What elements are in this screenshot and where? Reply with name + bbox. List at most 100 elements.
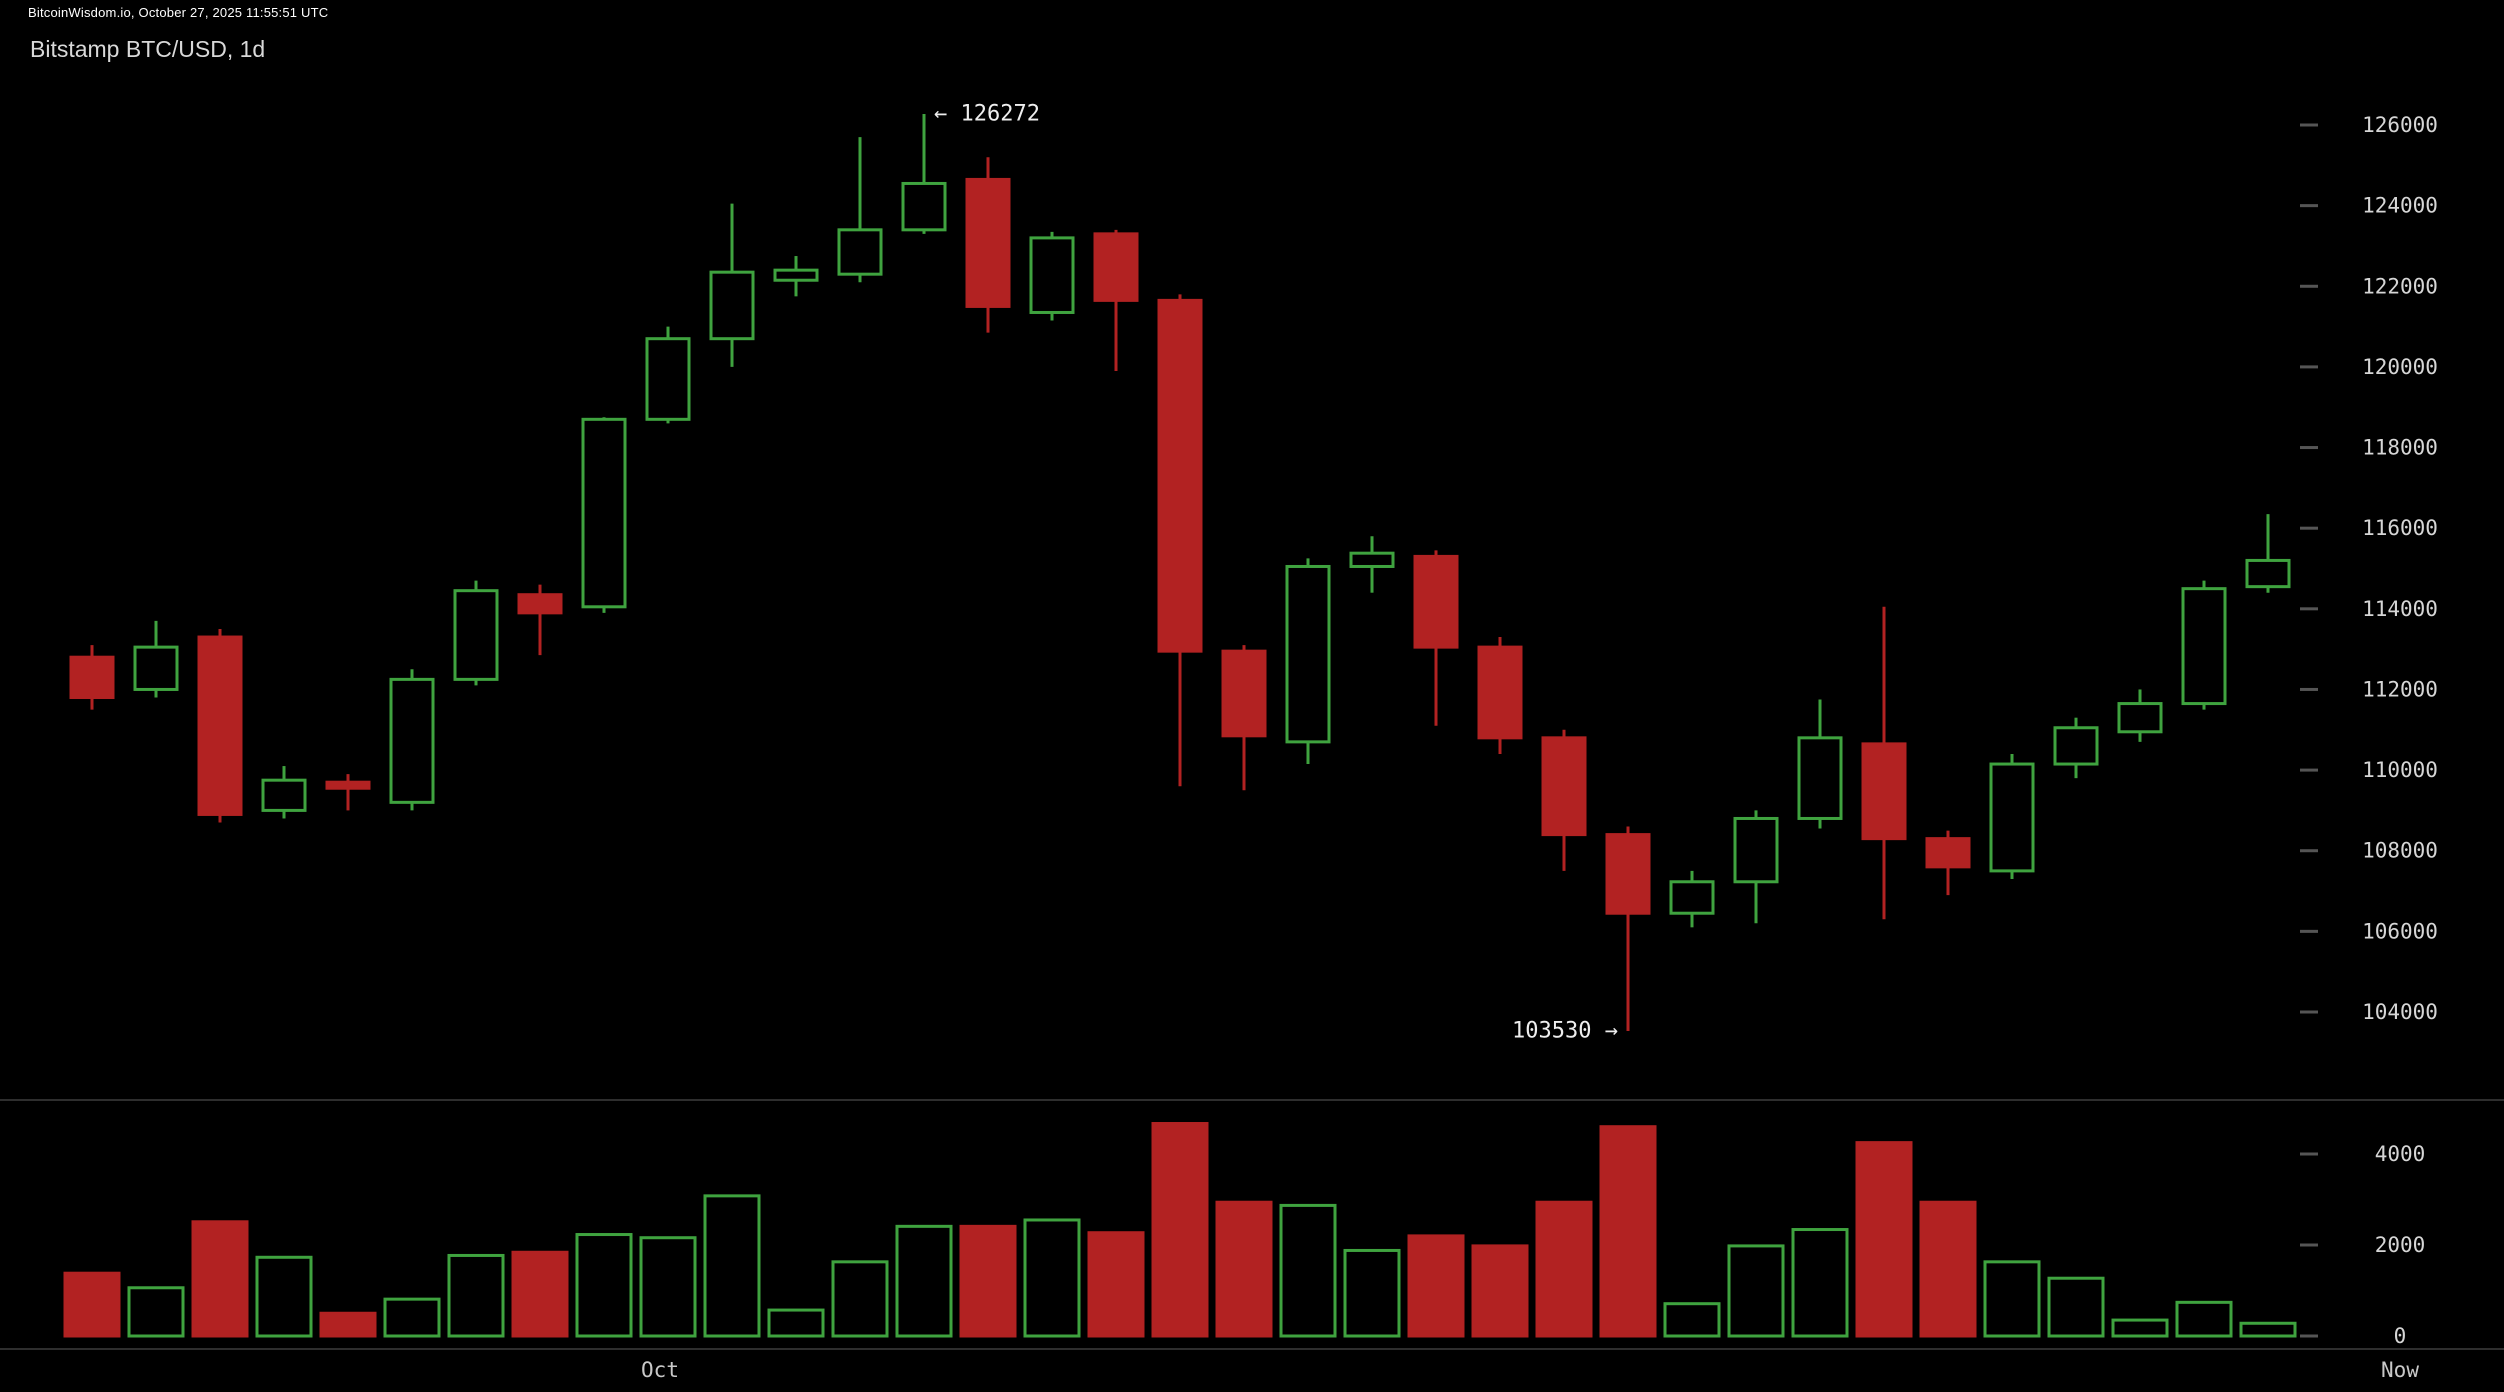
volume-bar bbox=[1919, 1200, 1977, 1338]
candle-body bbox=[1029, 236, 1075, 314]
volume-axis-label: 2000 bbox=[2375, 1233, 2426, 1257]
annotations-group: ← 126272 103530 → bbox=[934, 102, 1618, 1044]
volume-bar bbox=[63, 1271, 121, 1338]
price-axis-label: 110000 bbox=[2362, 758, 2438, 782]
axis-tick-mark bbox=[2300, 607, 2318, 611]
candle-body bbox=[1285, 564, 1331, 744]
volume-bar bbox=[255, 1255, 313, 1338]
candle-body bbox=[1093, 232, 1139, 302]
price-axis-label: 114000 bbox=[2362, 597, 2438, 621]
volume-bar bbox=[1791, 1228, 1849, 1338]
volume-bar bbox=[383, 1297, 441, 1338]
candle-body bbox=[69, 655, 115, 700]
volume-bar bbox=[1855, 1141, 1913, 1338]
volume-bar bbox=[1279, 1203, 1337, 1338]
candle-body bbox=[773, 268, 819, 282]
candle-body bbox=[1221, 649, 1267, 738]
volume-bar bbox=[2239, 1321, 2297, 1338]
axis-tick-mark bbox=[2300, 526, 2318, 530]
volume-bar bbox=[2047, 1276, 2105, 1338]
volume-bar bbox=[2175, 1300, 2233, 1338]
axis-tick-mark bbox=[2300, 768, 2318, 772]
volume-bar bbox=[575, 1233, 633, 1338]
high-price-annotation: ← 126272 bbox=[934, 102, 1040, 127]
axis-tick-mark bbox=[2300, 204, 2318, 208]
volume-bars-group bbox=[63, 1122, 2297, 1338]
axis-tick-mark bbox=[2300, 284, 2318, 288]
candle-body bbox=[1861, 742, 1907, 841]
candle-body bbox=[837, 228, 883, 276]
volume-bar bbox=[639, 1236, 697, 1338]
axis-tick-mark bbox=[2300, 1243, 2318, 1247]
price-axis-label: 106000 bbox=[2362, 919, 2438, 943]
candle-body bbox=[325, 780, 371, 790]
candle-body bbox=[901, 181, 947, 232]
price-axis-label: 120000 bbox=[2362, 355, 2438, 379]
price-axis-label: 124000 bbox=[2362, 194, 2438, 218]
candle-body bbox=[453, 589, 499, 681]
volume-bar bbox=[959, 1224, 1017, 1338]
volume-bar bbox=[1407, 1234, 1465, 1338]
candle-body bbox=[133, 645, 179, 691]
candle-body bbox=[389, 677, 435, 804]
volume-bar bbox=[1599, 1125, 1657, 1338]
candle-body bbox=[2117, 702, 2163, 734]
candle-body bbox=[645, 337, 691, 421]
price-axis-label: 108000 bbox=[2362, 839, 2438, 863]
candle-body bbox=[1605, 833, 1651, 915]
volume-bar bbox=[1087, 1231, 1145, 1338]
volume-axis-label: 4000 bbox=[2375, 1142, 2426, 1166]
candle-body bbox=[1989, 762, 2035, 873]
axis-ticks-group: 126000 124000 122000 120000 118000 116000 1140… bbox=[2300, 113, 2438, 1348]
candle-body bbox=[2245, 558, 2291, 589]
candle-body bbox=[1925, 837, 1971, 869]
volume-axis-label: 0 bbox=[2394, 1324, 2407, 1348]
price-axis-label: 104000 bbox=[2362, 1000, 2438, 1024]
volume-bar bbox=[191, 1220, 249, 1338]
volume-bar bbox=[1983, 1260, 2041, 1338]
status-bar: BitcoinWisdom.io, October 27, 2025 11:55… bbox=[0, 0, 2504, 26]
volume-bar bbox=[1343, 1248, 1401, 1338]
low-price-annotation: 103530 → bbox=[1512, 1018, 1618, 1043]
time-axis-now-label: Now bbox=[2381, 1358, 2419, 1382]
volume-bar bbox=[1215, 1200, 1273, 1338]
candles-group bbox=[69, 114, 2291, 1031]
volume-bar bbox=[831, 1260, 889, 1338]
axis-tick-mark bbox=[2300, 687, 2318, 691]
volume-bar bbox=[127, 1286, 185, 1338]
axis-tick-mark bbox=[2300, 365, 2318, 369]
axis-tick-mark bbox=[2300, 1010, 2318, 1014]
candle-body bbox=[1413, 554, 1459, 649]
candle-body bbox=[1669, 880, 1715, 915]
axis-tick-mark bbox=[2300, 849, 2318, 853]
price-axis-label: 122000 bbox=[2362, 274, 2438, 298]
chart-title: Bitstamp BTC/USD, 1d bbox=[30, 36, 266, 62]
price-axis-label: 118000 bbox=[2362, 436, 2438, 460]
candle-body bbox=[2053, 726, 2099, 766]
candle-body bbox=[197, 635, 243, 816]
candle-body bbox=[581, 417, 627, 609]
candle-body bbox=[1157, 298, 1203, 653]
volume-bar bbox=[319, 1311, 377, 1338]
candle-body bbox=[1541, 736, 1587, 837]
candle-body bbox=[1797, 736, 1843, 820]
volume-bar bbox=[767, 1308, 825, 1338]
candle-body bbox=[517, 593, 563, 615]
axis-tick-mark bbox=[2300, 929, 2318, 933]
volume-bar bbox=[2111, 1318, 2169, 1338]
candle-body bbox=[1733, 816, 1779, 884]
time-axis-month-label: Oct bbox=[641, 1358, 679, 1382]
status-bar-text: BitcoinWisdom.io, October 27, 2025 11:55… bbox=[28, 5, 329, 20]
axis-tick-mark bbox=[2300, 1152, 2318, 1156]
candle-body bbox=[2181, 587, 2227, 706]
candle-body bbox=[965, 177, 1011, 308]
volume-bar bbox=[1727, 1244, 1785, 1338]
volume-bar bbox=[1151, 1122, 1209, 1338]
volume-bar bbox=[1023, 1218, 1081, 1338]
price-axis-label: 126000 bbox=[2362, 113, 2438, 137]
volume-bar bbox=[447, 1253, 505, 1338]
price-axis-label: 112000 bbox=[2362, 677, 2438, 701]
volume-bar bbox=[1663, 1302, 1721, 1338]
